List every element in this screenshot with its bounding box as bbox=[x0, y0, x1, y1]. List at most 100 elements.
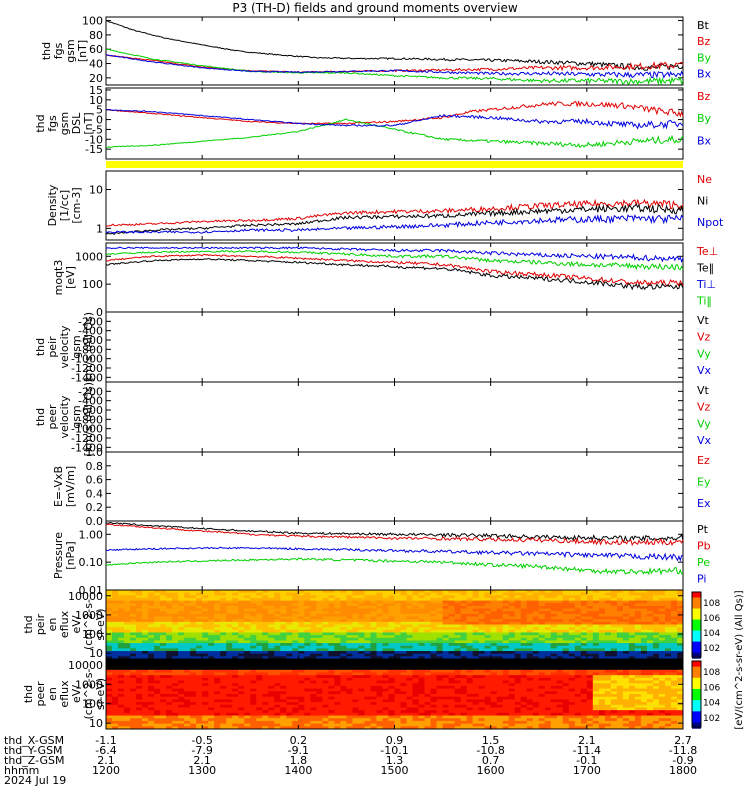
heatmap-cell bbox=[340, 694, 347, 698]
heatmap-cell bbox=[574, 616, 582, 620]
y-tick-label: 0.4 bbox=[86, 487, 104, 500]
heatmap-cell bbox=[256, 613, 263, 618]
heatmap-cell bbox=[568, 691, 576, 695]
heatmap-cell bbox=[310, 651, 317, 655]
heatmap-cell bbox=[604, 616, 612, 620]
heatmap-cell bbox=[148, 627, 155, 631]
heatmap-cell bbox=[370, 726, 377, 730]
heatmap-cell bbox=[592, 675, 600, 679]
heatmap-cell bbox=[304, 723, 311, 727]
heatmap-cell bbox=[202, 720, 209, 725]
heatmap-cell bbox=[460, 683, 468, 687]
heatmap-cell bbox=[616, 590, 624, 594]
heatmap-cell bbox=[250, 696, 257, 700]
heatmap-cell bbox=[196, 680, 203, 684]
heatmap-cell bbox=[202, 710, 209, 714]
heatmap-cell bbox=[592, 659, 600, 663]
heatmap-cell bbox=[160, 675, 167, 679]
heatmap-cell bbox=[538, 651, 546, 655]
heatmap-cell bbox=[610, 632, 618, 636]
heatmap-cell bbox=[286, 696, 293, 700]
heatmap-cell bbox=[130, 621, 137, 625]
heatmap-cell bbox=[442, 675, 450, 679]
heatmap-cell bbox=[544, 627, 552, 631]
heatmap-cell bbox=[508, 691, 516, 695]
heatmap-cell bbox=[520, 694, 528, 698]
heatmap-cell bbox=[292, 723, 299, 727]
heatmap-cell bbox=[118, 611, 125, 615]
heatmap-cell bbox=[250, 688, 257, 692]
heatmap-cell bbox=[232, 683, 239, 687]
heatmap-cell bbox=[280, 672, 287, 676]
heatmap-cell bbox=[472, 595, 480, 599]
heatmap-cell bbox=[148, 677, 155, 682]
heatmap-cell bbox=[448, 726, 456, 730]
heatmap-cell bbox=[424, 704, 432, 708]
heatmap-cell bbox=[178, 685, 185, 690]
heatmap-cell bbox=[172, 619, 179, 623]
heatmap-cell bbox=[424, 664, 432, 668]
heatmap-cell bbox=[508, 656, 516, 660]
heatmap-cell bbox=[574, 680, 582, 684]
heatmap-cell bbox=[526, 621, 534, 625]
heatmap-cell bbox=[166, 715, 173, 719]
heatmap-cell bbox=[214, 669, 221, 673]
heatmap-cell bbox=[226, 640, 233, 644]
heatmap-cell bbox=[562, 653, 570, 657]
heatmap-cell bbox=[424, 715, 432, 719]
heatmap-cell bbox=[586, 635, 594, 639]
heatmap-cell bbox=[166, 645, 173, 649]
heatmap-cell bbox=[328, 726, 335, 730]
heatmap-cell bbox=[568, 648, 576, 652]
heatmap-cell bbox=[130, 645, 137, 649]
heatmap-cell bbox=[268, 680, 275, 684]
heatmap-cell bbox=[130, 677, 137, 682]
heatmap-cell bbox=[550, 675, 558, 679]
heatmap-cell bbox=[280, 688, 287, 692]
heatmap-cell bbox=[322, 661, 329, 665]
heatmap-cell bbox=[178, 688, 185, 692]
heatmap-cell bbox=[286, 592, 293, 596]
heatmap-cell bbox=[484, 683, 492, 687]
heatmap-cell bbox=[430, 696, 438, 700]
heatmap-cell bbox=[268, 677, 275, 682]
heatmap-cell bbox=[238, 643, 245, 647]
heatmap-cell bbox=[388, 661, 395, 665]
heatmap-cell bbox=[496, 648, 504, 652]
heatmap-cell bbox=[334, 710, 341, 714]
heatmap-cell bbox=[466, 653, 474, 657]
heatmap-cell bbox=[538, 683, 546, 687]
heatmap-cell bbox=[220, 715, 227, 719]
heatmap-cell bbox=[364, 629, 371, 633]
heatmap-cell bbox=[436, 699, 444, 703]
heatmap-cell bbox=[106, 645, 113, 649]
heatmap-cell bbox=[340, 613, 347, 618]
heatmap-cell bbox=[586, 704, 594, 708]
heatmap-cell bbox=[628, 648, 636, 652]
heatmap-cell bbox=[280, 629, 287, 633]
heatmap-cell bbox=[628, 611, 636, 615]
heatmap-cell bbox=[214, 640, 221, 644]
heatmap-cell bbox=[472, 699, 480, 703]
heatmap-cell bbox=[574, 667, 582, 671]
heatmap-cell bbox=[334, 640, 341, 644]
heatmap-cell bbox=[316, 691, 323, 695]
heatmap-cell bbox=[400, 597, 408, 602]
heatmap-cell bbox=[388, 683, 395, 687]
heatmap-cell bbox=[370, 648, 377, 652]
heatmap-cell bbox=[370, 640, 377, 644]
heatmap-cell bbox=[466, 640, 474, 644]
heatmap-cell bbox=[124, 667, 131, 671]
heatmap-cell bbox=[160, 664, 167, 668]
heatmap-cell bbox=[646, 621, 654, 625]
heatmap-cell bbox=[118, 629, 125, 633]
heatmap-cell bbox=[322, 640, 329, 644]
heatmap-cell bbox=[142, 677, 149, 682]
heatmap-cell bbox=[130, 659, 137, 663]
heatmap-cell bbox=[568, 608, 576, 612]
heatmap-cell bbox=[184, 702, 191, 706]
heatmap-cell bbox=[322, 621, 329, 625]
heatmap-cell bbox=[562, 624, 570, 628]
